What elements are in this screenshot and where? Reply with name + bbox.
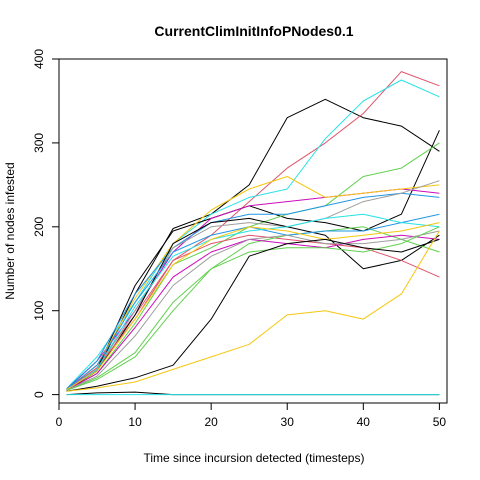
series-line-20 [66,230,440,392]
series-layer [66,71,440,396]
y-axis: 0 100 200 300 400 [32,49,60,398]
y-tick-label: 200 [32,216,46,236]
y-tick-label: 300 [32,133,46,153]
series-line-7 [66,176,440,391]
series-line-16 [66,222,440,391]
series-line-1 [66,98,440,391]
series-line-2 [66,71,440,390]
x-tick-label: 50 [433,415,447,429]
series-line-9 [66,180,440,391]
series-line-14 [66,213,440,391]
x-axis: 0 10 20 30 40 50 [56,402,447,429]
x-axis-label: Time since incursion detected (timesteps… [144,451,365,465]
y-tick-label: 100 [32,300,46,320]
series-line-10 [66,217,440,391]
series-line-8 [66,192,440,390]
x-tick-label: 30 [281,415,295,429]
series-line-19 [66,238,440,392]
series-line-5 [66,142,440,391]
series-line-17 [66,230,440,391]
x-tick-label: 10 [128,415,142,429]
series-line-18 [66,226,440,391]
y-tick-label: 0 [32,391,46,398]
series-line-12 [66,226,440,391]
x-tick-label: 0 [56,415,63,429]
x-tick-label: 20 [204,415,218,429]
y-axis-label: Number of nodes infested [3,162,17,299]
chart-title: CurrentClimInitInfoPNodes0.1 [154,23,353,39]
x-tick-label: 40 [357,415,371,429]
y-tick-label: 400 [32,49,46,69]
series-line-13 [66,213,440,390]
series-line-4 [66,130,440,391]
series-line-11 [66,234,440,391]
